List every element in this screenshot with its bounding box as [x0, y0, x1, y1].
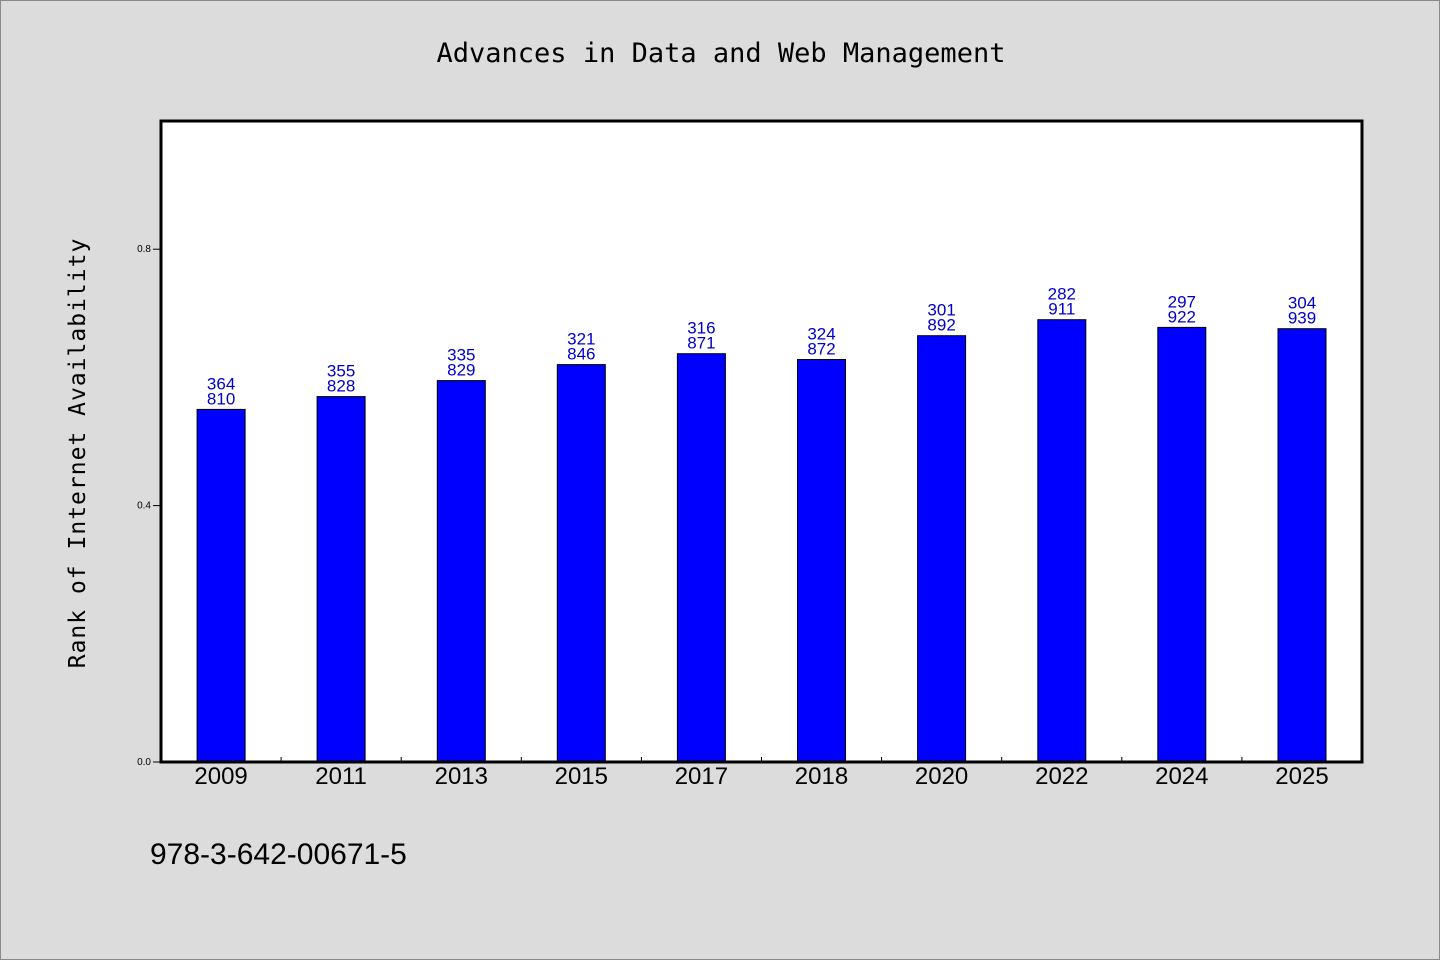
- bar-label-top-2018: 324: [807, 325, 835, 344]
- x-tick-label-2020: 2020: [915, 763, 968, 790]
- bar-label-bottom-2011: 828: [327, 377, 355, 396]
- y-axis-label: Rank of Internet Availability: [65, 238, 91, 669]
- bar-label-top-2011: 355: [327, 362, 355, 381]
- bar-2018: [797, 359, 846, 763]
- bars-layer: [196, 319, 1327, 763]
- bar-label-top-2025: 304: [1288, 294, 1316, 313]
- x-tick-label-2018: 2018: [795, 763, 848, 790]
- bar-2022: [1037, 319, 1087, 763]
- bar-label-top-2024: 297: [1168, 292, 1196, 311]
- y-tick-label-0.0: 0.0: [137, 757, 151, 768]
- bar-label-top-2013: 335: [447, 346, 475, 365]
- y-axis-ticks: 0.0 0.4 0.8: [137, 244, 161, 768]
- bar-label-bottom-2020: 892: [927, 316, 955, 335]
- bar-label-bottom-2018: 872: [807, 340, 835, 359]
- isbn-text: 978-3-642-00671-5: [150, 838, 407, 871]
- bar-2025: [1277, 328, 1327, 763]
- bar-label-top-2009: 364: [207, 374, 235, 393]
- x-tick-label-2013: 2013: [435, 763, 488, 790]
- x-tick-label-2015: 2015: [555, 763, 608, 790]
- y-tick-label-0.4: 0.4: [137, 501, 151, 512]
- bar-2011: [316, 396, 366, 763]
- x-tick-label-2011: 2011: [315, 763, 367, 790]
- bar-label-top-2017: 316: [687, 319, 715, 338]
- bar-label-top-2022: 282: [1048, 285, 1076, 304]
- bar-label-bottom-2009: 810: [207, 389, 235, 408]
- bar-2015: [556, 364, 606, 763]
- chart-title: Advances in Data and Web Management: [437, 38, 1006, 69]
- bar-label-bottom-2024: 922: [1168, 307, 1196, 326]
- x-tick-label-2025: 2025: [1275, 763, 1328, 790]
- bar-2017: [676, 353, 726, 763]
- x-tick-label-2009: 2009: [194, 763, 247, 790]
- bar-label-bottom-2017: 871: [687, 334, 715, 353]
- bar-label-top-2015: 321: [567, 330, 595, 349]
- x-tick-label-2024: 2024: [1155, 763, 1208, 790]
- bar-label-bottom-2013: 829: [447, 361, 475, 380]
- x-axis-ticks: 2009 2011 2013 2015 2017 2018 2020 2022 2024 2025: [194, 757, 1329, 790]
- bar-2024: [1157, 326, 1207, 763]
- bar-2013: [436, 380, 486, 763]
- plot-frame: [159, 119, 1364, 764]
- bar-label-top-2020: 301: [927, 301, 955, 320]
- x-tick-label-2017: 2017: [675, 763, 728, 790]
- x-tick-label-2022: 2022: [1035, 763, 1088, 790]
- bar-label-bottom-2022: 911: [1048, 300, 1075, 319]
- bar-2020: [917, 335, 967, 763]
- bar-2009: [196, 408, 246, 763]
- y-tick-label-0.8: 0.8: [137, 244, 151, 255]
- bar-label-bottom-2015: 846: [567, 345, 595, 364]
- bar-label-bottom-2025: 939: [1288, 309, 1316, 328]
